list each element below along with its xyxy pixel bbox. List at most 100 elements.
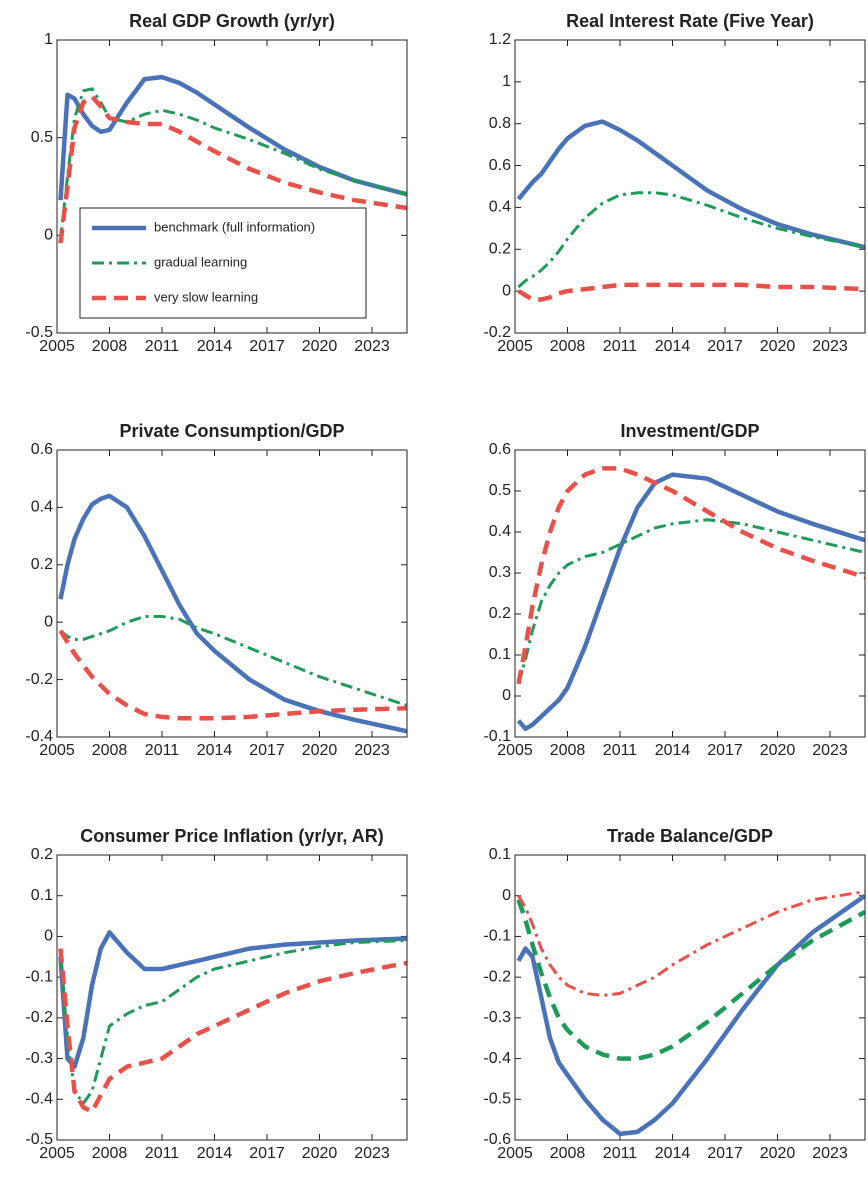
y-tick-label: 0.3 <box>489 564 511 581</box>
x-tick-label: 2014 <box>197 1145 233 1162</box>
y-tick-label: 0 <box>44 928 53 945</box>
panel: Consumer Price Inflation (yr/yr, AR) -0.5… <box>25 826 408 1162</box>
y-tick-label: 1.2 <box>489 31 511 48</box>
panel: Investment/GDP -0.1 0 0.1 0.2 0.3 0.4 0.5 0.6 200… <box>483 421 866 759</box>
y-tick-label: 0 <box>502 282 511 299</box>
series-line <box>516 472 865 732</box>
y-tick-label: 0.2 <box>489 605 511 622</box>
series-line <box>517 890 865 997</box>
y-tick-label: 0.1 <box>31 887 53 904</box>
x-tick-label: 2020 <box>760 338 796 355</box>
x-tick-label: 2017 <box>707 742 743 759</box>
x-tick-label: 2014 <box>197 742 233 759</box>
series-line <box>58 948 407 1114</box>
plot-frame <box>56 449 408 738</box>
x-tick-label: 2005 <box>497 742 533 759</box>
y-tick-label: 0.1 <box>489 646 511 663</box>
x-tick-label: 2014 <box>655 742 691 759</box>
legend-label: gradual learning <box>154 254 247 269</box>
x-tick-label: 2005 <box>39 338 75 355</box>
y-tick-label: 0.4 <box>489 199 511 216</box>
x-tick-label: 2017 <box>249 338 285 355</box>
x-tick-label: 2005 <box>497 338 533 355</box>
y-tick-label: -0.3 <box>483 1009 511 1026</box>
chart-title: Investment/GDP <box>620 421 759 441</box>
panel: Real Interest Rate (Five Year) -0.2 0 0.2 0.… <box>483 11 866 355</box>
y-tick-label: -0.2 <box>25 1009 53 1026</box>
x-tick-label: 2011 <box>603 338 638 355</box>
series-line <box>58 629 407 721</box>
plot-frame <box>514 854 866 1141</box>
x-tick-label: 2020 <box>302 1145 338 1162</box>
x-tick-label: 2008 <box>92 338 128 355</box>
x-tick-label: 2023 <box>354 338 390 355</box>
y-tick-label: 0.5 <box>489 482 511 499</box>
y-tick-label: 1 <box>502 73 511 90</box>
panel: Real GDP Growth (yr/yr) -0.5 0 0.5 1 2005 2008… <box>25 11 408 355</box>
x-tick-label: 2023 <box>812 338 848 355</box>
x-tick-label: 2014 <box>655 1145 691 1162</box>
y-tick-label: 0.2 <box>31 556 53 573</box>
y-tick-label: 0.2 <box>31 846 53 863</box>
y-tick-label: -0.2 <box>25 671 53 688</box>
x-tick-label: 2005 <box>39 1145 75 1162</box>
y-tick-label: 0.4 <box>489 523 511 540</box>
legend-label: benchmark (full information) <box>154 219 315 234</box>
y-tick-label: 0.6 <box>31 441 53 458</box>
y-tick-label: 0 <box>44 227 53 244</box>
series-line <box>516 899 865 1061</box>
series-line <box>59 615 407 707</box>
y-tick-label: -0.4 <box>25 1091 53 1108</box>
x-tick-label: 2011 <box>145 742 180 759</box>
x-tick-label: 2008 <box>550 742 586 759</box>
y-tick-label: -0.4 <box>483 1050 511 1067</box>
x-tick-label: 2020 <box>302 338 338 355</box>
chart-title: Real Interest Rate (Five Year) <box>566 11 814 31</box>
series-line <box>59 939 407 1105</box>
y-tick-label: 0.5 <box>31 129 53 146</box>
chart-title: Consumer Price Inflation (yr/yr, AR) <box>80 826 383 846</box>
x-tick-label: 2020 <box>302 742 338 759</box>
x-tick-label: 2017 <box>707 338 743 355</box>
y-tick-label: -0.4 <box>25 728 53 745</box>
series-line <box>517 282 865 302</box>
series-line <box>58 930 407 1069</box>
panel: Trade Balance/GDP -0.6 -0.5 -0.4 -0.3 -0.2 -0.… <box>483 826 866 1162</box>
series-line <box>517 518 865 685</box>
series-line <box>516 119 865 250</box>
plot-frame <box>56 854 408 1141</box>
x-tick-label: 2014 <box>197 338 233 355</box>
x-tick-label: 2011 <box>603 742 638 759</box>
chart-title: Trade Balance/GDP <box>607 826 773 846</box>
chart-title: Real GDP Growth (yr/yr) <box>129 11 335 31</box>
x-tick-label: 2011 <box>145 338 180 355</box>
series-line <box>517 191 865 289</box>
series-line <box>58 94 407 244</box>
y-tick-label: -0.1 <box>483 928 511 945</box>
x-tick-label: 2008 <box>550 338 586 355</box>
x-tick-label: 2017 <box>707 1145 743 1162</box>
y-tick-label: -0.6 <box>483 1131 511 1148</box>
series-line <box>516 466 865 685</box>
plot-frame <box>514 449 866 738</box>
y-tick-label: 0 <box>502 887 511 904</box>
x-tick-label: 2023 <box>812 742 848 759</box>
chart-title: Private Consumption/GDP <box>119 421 344 441</box>
y-tick-label: 0 <box>502 687 511 704</box>
y-tick-label: 0 <box>44 613 53 630</box>
y-tick-label: -0.2 <box>483 324 511 341</box>
x-tick-label: 2005 <box>39 742 75 759</box>
y-tick-label: 0.8 <box>489 115 511 132</box>
x-tick-label: 2005 <box>497 1145 533 1162</box>
y-tick-label: -0.1 <box>483 728 511 745</box>
y-tick-label: -0.5 <box>25 1131 53 1148</box>
series-line <box>516 893 865 1137</box>
x-tick-label: 2023 <box>354 742 390 759</box>
y-tick-label: -0.3 <box>25 1050 53 1067</box>
x-tick-label: 2017 <box>249 742 285 759</box>
y-tick-label: 0.6 <box>489 441 511 458</box>
x-tick-label: 2020 <box>760 742 796 759</box>
x-tick-label: 2008 <box>550 1145 586 1162</box>
legend-label: very slow learning <box>154 289 258 304</box>
